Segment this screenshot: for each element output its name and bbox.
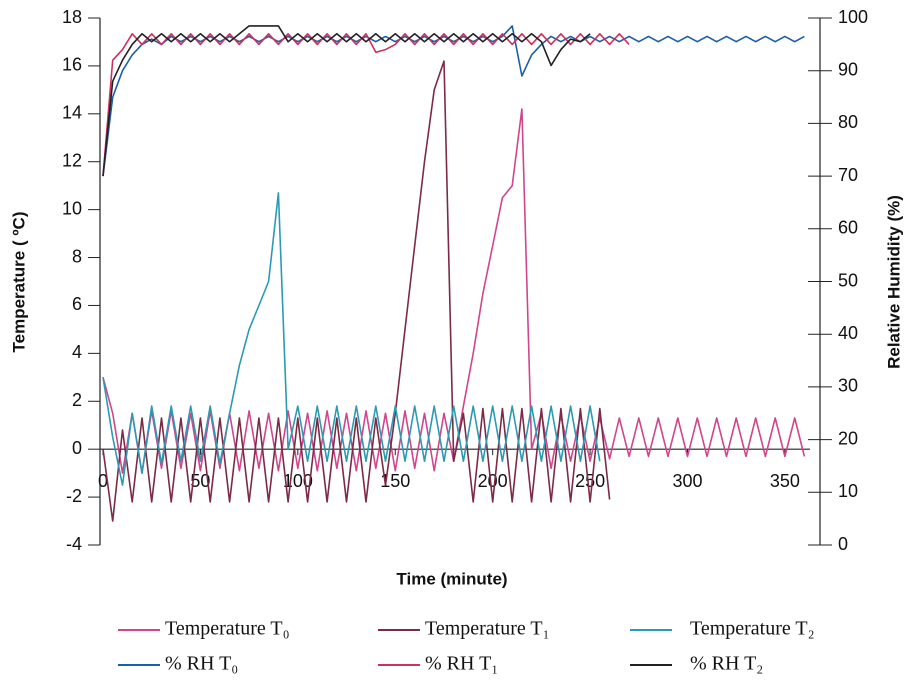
y-tick-label: 6 [72,294,82,314]
x-tick-label: 200 [478,471,508,491]
y2-tick-label: 90 [838,59,858,79]
x-tick-label: 0 [98,471,108,491]
series-line [102,25,805,177]
y-tick-label: 10 [62,198,82,218]
y2-tick-label: 10 [838,481,858,501]
y-tick-label: 12 [62,150,82,170]
legend-label: % RH T₁ [425,653,498,675]
y-tick-label: 16 [62,55,82,75]
y-tick-label: -2 [66,486,82,506]
y2-tick-label: 80 [838,112,858,132]
legend-label: % RH T₀ [165,653,238,675]
y-tick-label: 8 [72,246,82,266]
y2-tick-label: 30 [838,376,858,396]
y-axis-title: Temperature ( ºC) [9,212,28,353]
y-tick-label: 18 [62,7,82,27]
x-tick-label: 300 [672,471,702,491]
series-line [102,25,591,177]
y-tick-label: 2 [72,390,82,410]
y-tick-label: 14 [62,103,82,123]
y2-tick-label: 70 [838,165,858,185]
y2-tick-label: 100 [838,7,868,27]
y-tick-label: 4 [72,342,82,362]
y2-tick-label: 60 [838,218,858,238]
x-axis-title: Time (minute) [396,569,507,588]
y2-tick-label: 40 [838,323,858,343]
x-tick-label: 350 [770,471,800,491]
series-line [102,33,630,177]
legend-label: Temperature T₁ [425,618,550,640]
legend-label: Temperature T₂ [690,618,815,640]
y2-axis-title: Relative Humidity (%) [884,195,903,369]
legend-label: Temperature T₀ [165,618,290,640]
y2-tick-label: 20 [838,428,858,448]
x-tick-label: 100 [283,471,313,491]
y2-tick-label: 50 [838,270,858,290]
x-tick-label: 250 [575,471,605,491]
x-tick-label: 150 [380,471,410,491]
series-line [102,192,601,486]
legend-label: % RH T₂ [690,653,763,675]
y2-tick-label: 0 [838,534,848,554]
y-tick-label: -4 [66,534,82,554]
y-tick-label: 0 [72,438,82,458]
x-tick-label: 50 [190,471,210,491]
